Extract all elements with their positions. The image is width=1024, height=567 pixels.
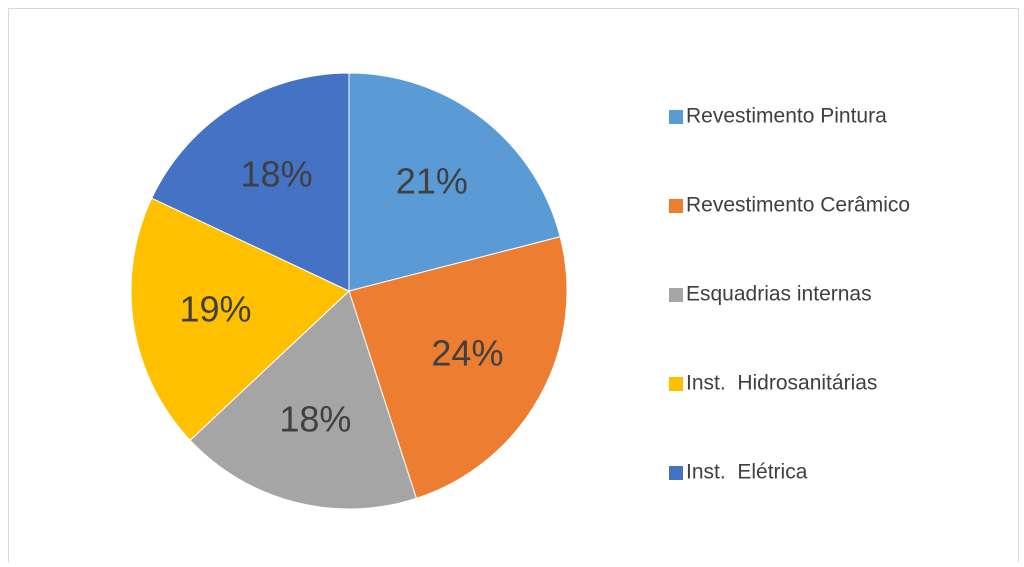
legend-label: Inst. Elétrica: [686, 461, 808, 484]
data-label: 21%: [396, 161, 468, 202]
pie-slice: [151, 72, 350, 292]
chart-frame: [8, 8, 1019, 567]
legend-swatch: [669, 377, 683, 391]
legend-swatch: [669, 288, 683, 302]
legend-swatch: [669, 466, 683, 480]
legend-label: Inst. Hidrosanitárias: [686, 372, 877, 395]
data-label: 19%: [179, 289, 251, 330]
pie-slice: [189, 290, 417, 510]
legend-swatch: [669, 110, 683, 124]
legend-swatch: [669, 199, 683, 213]
data-label: 24%: [431, 333, 503, 374]
legend-label: Revestimento Pintura: [686, 105, 887, 128]
data-label: 18%: [241, 153, 313, 194]
data-label: 18%: [279, 398, 351, 439]
legend-label: Esquadrias internas: [686, 283, 872, 306]
pie-slice: [348, 72, 561, 292]
pie-slice: [130, 197, 350, 441]
pie-slice: [348, 236, 568, 499]
legend-label: Revestimento Cerâmico: [686, 194, 910, 217]
